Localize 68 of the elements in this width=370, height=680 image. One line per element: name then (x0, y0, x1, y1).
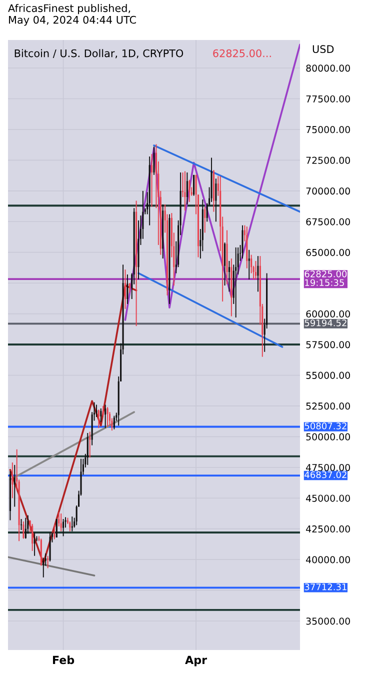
candlestick (128, 282, 130, 294)
candlestick (69, 520, 71, 532)
ref-line-label: 62825.00 19:15:35 (304, 270, 347, 286)
candlestick (54, 524, 56, 540)
candlestick (49, 532, 51, 562)
candlestick (215, 178, 217, 222)
candlestick (24, 517, 26, 540)
candlestick (102, 405, 104, 416)
y-tick-label: 60000.00 (306, 310, 350, 318)
y-tick-label: 70000.00 (306, 187, 350, 195)
candlestick (113, 415, 115, 430)
candlestick (32, 523, 34, 552)
candlestick (56, 518, 58, 538)
y-tick-label: 72500.00 (306, 156, 350, 164)
candlestick (62, 518, 64, 537)
candlestick (86, 432, 88, 466)
candlestick (27, 514, 29, 534)
y-tick-label: 75000.00 (306, 126, 350, 134)
candlestick (257, 256, 259, 292)
candlestick (96, 404, 98, 418)
line-series (124, 44, 300, 321)
candlestick (100, 408, 102, 422)
y-tick-label: 80000.00 (306, 64, 350, 72)
y-tick-label: 52500.00 (306, 402, 350, 410)
y-tick-label: 42500.00 (306, 525, 350, 533)
text: AfricasFinest published, May 04, 2024 04:44 UTC (8, 4, 136, 26)
ref-line-label: 50807.32 (304, 422, 346, 430)
y-tick-label: 77500.00 (306, 95, 350, 102)
candlestick (224, 242, 226, 286)
x-tick-label: Apr (185, 656, 208, 666)
y-tick-label: 45000.00 (306, 494, 350, 502)
candlestick (188, 179, 190, 202)
text: 62825.00... (213, 49, 271, 58)
candlestick (12, 462, 14, 499)
y-tick-label: 65000.00 (306, 248, 350, 256)
ref-line-label: 37712.31 (304, 583, 346, 590)
y-tick-label: 57500.00 (306, 341, 350, 348)
line-series (9, 284, 138, 564)
candlestick (98, 409, 100, 429)
candlestick (14, 464, 16, 508)
candlestick (254, 260, 257, 280)
ref-line-label: 46837.02 (304, 471, 346, 478)
candlestick (104, 404, 106, 429)
candlestick (153, 146, 155, 176)
text: Bitcoin / U.S. Dollar, 1D, CRYPTO (14, 49, 184, 58)
ref-line-label: 59194.52 (304, 319, 346, 326)
y-tick-label: 55000.00 (306, 372, 350, 379)
candlestick (124, 269, 126, 310)
x-tick-label: Feb (53, 656, 74, 664)
y-tick-label: 40000.00 (306, 556, 350, 564)
candlestick (106, 406, 108, 428)
candlestick (60, 512, 62, 532)
candlestick (248, 249, 250, 280)
y-tick-label: 50000.00 (306, 433, 350, 440)
text: USD (312, 45, 334, 54)
candlestick (242, 224, 244, 259)
candlestick (22, 520, 24, 540)
candlestick (228, 260, 230, 292)
candlestick (186, 172, 188, 205)
candlestick (204, 206, 206, 234)
candlestick (184, 170, 186, 212)
candlestick (235, 246, 237, 318)
y-tick-label: 35000.00 (306, 618, 350, 625)
candlestick (193, 174, 195, 196)
y-tick-label: 67500.00 (306, 218, 350, 226)
candlestick (151, 154, 153, 208)
candlestick (126, 274, 128, 304)
y-tick-label: 47500.00 (306, 464, 350, 472)
